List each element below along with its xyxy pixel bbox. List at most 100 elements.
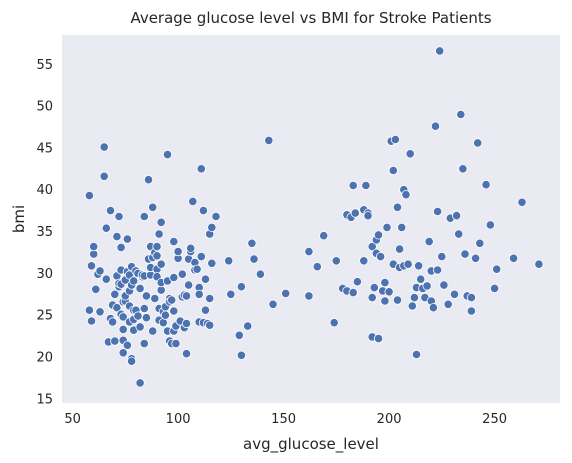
data-point: [148, 326, 158, 336]
data-point: [424, 237, 434, 247]
data-point: [141, 291, 151, 301]
data-point: [352, 277, 362, 287]
data-point: [373, 333, 384, 344]
data-point: [234, 330, 244, 340]
data-point: [359, 256, 369, 266]
data-point: [432, 206, 443, 217]
data-point: [428, 303, 438, 313]
data-point: [135, 283, 145, 293]
data-point: [380, 277, 390, 288]
data-point: [361, 180, 371, 191]
data-point: [236, 350, 246, 360]
data-point: [133, 311, 143, 321]
data-point: [409, 292, 419, 303]
data-point: [411, 349, 422, 360]
data-point: [207, 222, 217, 232]
data-point: [118, 324, 128, 334]
data-point: [435, 46, 445, 56]
data-point: [143, 175, 154, 185]
data-point: [91, 284, 101, 294]
data-point: [407, 301, 417, 311]
data-point: [432, 265, 443, 275]
data-point: [196, 164, 206, 174]
data-point: [99, 171, 109, 181]
data-point: [148, 202, 158, 212]
data-point: [304, 291, 314, 301]
data-point: [207, 258, 217, 268]
data-point: [350, 208, 360, 218]
data-point: [192, 264, 202, 274]
data-point: [329, 318, 339, 328]
data-point: [154, 229, 164, 239]
chart-title: Average glucose level vs BMI for Stroke …: [130, 9, 491, 27]
data-point: [167, 295, 177, 305]
data-point: [264, 135, 274, 145]
data-point: [116, 242, 126, 252]
data-point: [95, 307, 105, 317]
y-tick-label: 30: [36, 267, 53, 282]
y-tick-label: 50: [36, 100, 53, 115]
data-point: [95, 266, 105, 276]
data-point: [367, 242, 377, 252]
data-point: [304, 247, 314, 257]
data-point: [489, 283, 500, 293]
data-point: [99, 142, 109, 152]
y-tick-label: 25: [36, 309, 53, 324]
data-point: [160, 310, 170, 320]
data-point: [105, 206, 116, 216]
data-point: [416, 274, 426, 284]
data-point: [156, 217, 166, 227]
data-point: [481, 180, 491, 190]
data-point: [84, 305, 95, 315]
data-point: [181, 349, 192, 359]
plot-area: [62, 35, 560, 403]
data-point: [118, 312, 128, 322]
y-tick-label: 55: [36, 58, 53, 73]
data-point: [331, 256, 341, 266]
data-point: [236, 282, 246, 292]
data-point: [158, 318, 168, 328]
data-point: [397, 222, 407, 232]
data-point: [401, 190, 411, 200]
data-point: [135, 378, 145, 388]
data-point: [101, 223, 111, 233]
data-point: [150, 293, 160, 304]
data-point: [475, 238, 485, 248]
data-point: [373, 230, 384, 240]
data-point: [139, 211, 149, 222]
data-point: [108, 317, 118, 327]
data-point: [156, 259, 166, 269]
data-point: [413, 261, 424, 271]
data-point: [454, 229, 464, 239]
data-point: [200, 274, 211, 284]
data-point: [348, 287, 358, 298]
data-point: [392, 295, 403, 305]
data-point: [367, 292, 377, 303]
data-point: [437, 252, 447, 262]
data-point: [517, 197, 527, 207]
data-point: [89, 242, 99, 252]
data-point: [312, 262, 322, 272]
data-point: [449, 289, 460, 299]
data-point: [152, 242, 162, 252]
data-point: [84, 191, 95, 201]
data-point: [86, 261, 97, 271]
data-point: [392, 202, 403, 212]
x-tick-label: 250: [482, 412, 507, 427]
data-point: [169, 237, 179, 247]
data-point: [129, 276, 139, 286]
data-point: [181, 291, 192, 301]
data-point: [173, 247, 183, 257]
data-point: [268, 299, 278, 309]
data-point: [211, 211, 221, 222]
data-point: [492, 264, 502, 274]
data-point: [112, 303, 122, 313]
data-point: [181, 318, 192, 329]
data-point: [139, 338, 149, 349]
data-point: [141, 313, 151, 323]
data-point: [205, 293, 215, 304]
data-point: [485, 220, 495, 230]
data-points: [84, 46, 544, 388]
data-point: [243, 321, 253, 331]
x-tick-label: 100: [166, 412, 191, 427]
